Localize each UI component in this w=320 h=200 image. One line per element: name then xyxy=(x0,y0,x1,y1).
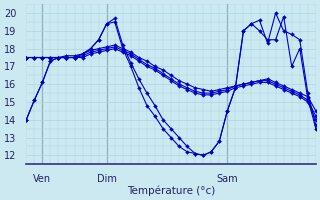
X-axis label: Température (°c): Température (°c) xyxy=(127,185,215,196)
